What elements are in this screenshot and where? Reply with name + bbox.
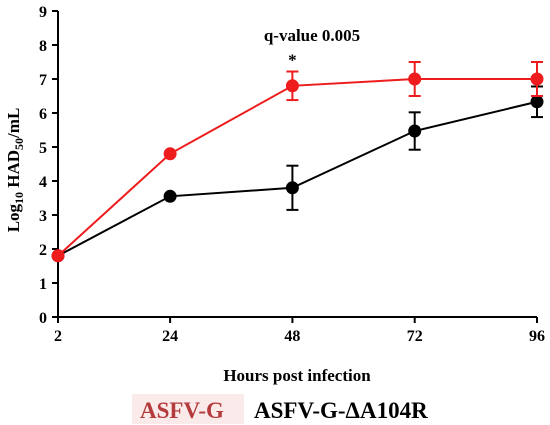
series-1-point: [530, 95, 544, 109]
y-tick-label: 8: [39, 38, 47, 55]
legend-asfv-g-label: ASFV-G: [140, 398, 224, 423]
y-tick-label: 1: [39, 276, 47, 293]
y-label-sub2: 50: [12, 138, 26, 150]
y-tick-label: 4: [39, 174, 47, 191]
y-tick-label: 7: [39, 72, 47, 89]
y-tick-label: 0: [39, 310, 47, 327]
plot-layer: 0 1 2 3 4 5 6 7 8 9 2 24 48 72 96 *: [39, 4, 545, 345]
series-1-line: [57, 100, 538, 257]
svg-text:Log10 HAD50/mL: Log10 HAD50/mL: [4, 108, 26, 233]
significance-star: *: [288, 51, 297, 70]
series-1-point: [163, 189, 177, 203]
y-axis-title: Log10 HAD50/mL: [4, 108, 26, 233]
y-label-sub1: 10: [12, 192, 26, 204]
y-tick-label: 2: [39, 242, 47, 259]
y-tick-label: 5: [39, 140, 47, 157]
x-axis-title: Hours post infection: [223, 366, 371, 385]
series-0-point: [163, 147, 177, 161]
legend-asfv-g-da104r-label: ASFV-G-ΔA104R: [254, 398, 428, 423]
series-0-point: [285, 79, 299, 93]
q-value-annotation: q-value 0.005: [264, 26, 360, 45]
y-label-suffix: /mL: [4, 108, 23, 139]
y-label-mid: HAD: [4, 150, 23, 192]
legend-asfv-g-highlight: [132, 394, 244, 424]
y-tick-label: 3: [39, 208, 47, 225]
x-tick-label: 48: [284, 328, 300, 345]
series-0-point: [51, 249, 65, 263]
y-tick-label: 6: [39, 106, 47, 123]
x-tick-label: 72: [407, 328, 423, 345]
series-1-point: [408, 124, 422, 138]
series-1-point: [285, 181, 299, 195]
y-label-prefix: Log: [4, 203, 23, 232]
series-0-point: [408, 72, 422, 86]
x-tick-label: 24: [162, 328, 178, 345]
x-tick-label: 96: [529, 328, 545, 345]
legend: ASFV-G ASFV-G-ΔA104R: [132, 394, 428, 424]
y-tick-label: 9: [39, 4, 47, 21]
series-0-point: [530, 72, 544, 86]
x-tick-label: 2: [54, 328, 62, 345]
series-0-line: [57, 78, 537, 257]
